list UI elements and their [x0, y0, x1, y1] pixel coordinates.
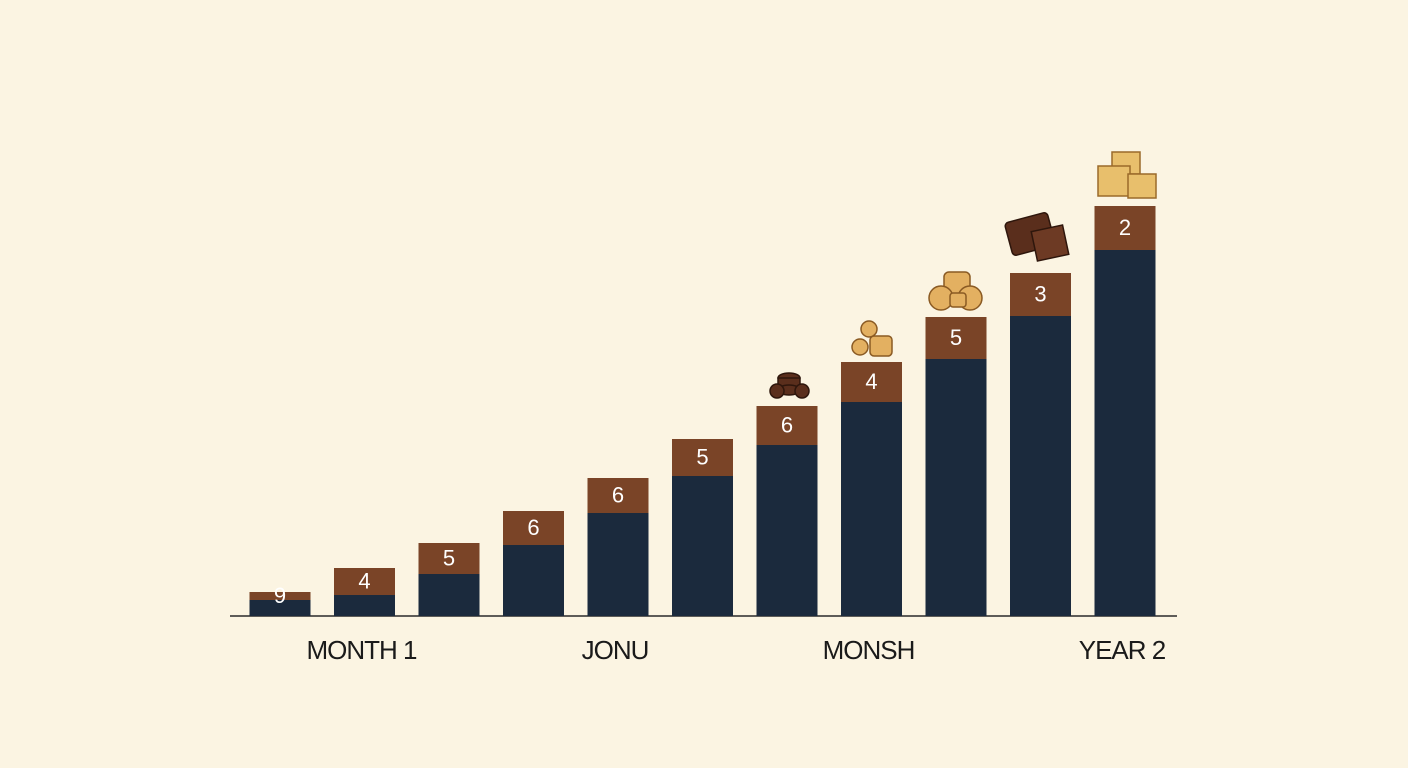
wallet-box-icon: [1004, 212, 1070, 262]
bar-segment: [756, 406, 818, 445]
bar-segment: [587, 513, 649, 616]
segment-label: 5: [950, 325, 962, 350]
x-tick-label: JONU: [582, 635, 649, 665]
bar-segment: [672, 439, 733, 476]
bar-segment: [503, 545, 564, 616]
bar-segment: [1010, 273, 1071, 316]
bar-segment: [249, 600, 311, 616]
bar-segment: [418, 574, 480, 616]
bar-segment: [672, 476, 733, 616]
bar-segment: [587, 478, 649, 513]
segment-label: 6: [527, 515, 539, 540]
bar-segment: [334, 568, 395, 595]
bar-segment: [1094, 206, 1156, 250]
x-tick-label: MONTH 1: [307, 635, 418, 665]
bar-segment: [334, 595, 395, 616]
decorative-icons: [769, 151, 1157, 399]
bar-segment: [1094, 250, 1156, 616]
segment-label: 5: [696, 444, 708, 469]
segment-label: 6: [781, 412, 793, 437]
bar-segment: [418, 543, 480, 574]
bar-segment: [249, 592, 311, 600]
coin-stack-icon: [769, 372, 810, 399]
coin-pile-icon: [928, 271, 983, 311]
segment-label: 3: [1034, 281, 1046, 306]
bar-segment: [756, 445, 818, 616]
segment-label: 5: [443, 545, 455, 570]
segment-label: 4: [358, 568, 370, 593]
bar-segment: [503, 511, 564, 545]
segment-label: 9: [274, 583, 286, 608]
bar-segment: [925, 359, 987, 616]
bar-segment: [841, 362, 902, 402]
segment-label: 2: [1119, 215, 1131, 240]
gold-coins-icon: [851, 320, 893, 357]
segment-label: 4: [865, 369, 877, 394]
bar-segment: [1010, 316, 1071, 616]
x-tick-label: YEAR 2: [1079, 635, 1166, 665]
boxes-icon: [1097, 151, 1157, 199]
x-tick-label: MONSH: [823, 635, 915, 665]
segment-label: 6: [612, 482, 624, 507]
bar-segment: [841, 402, 902, 616]
bar-segment: [925, 317, 987, 359]
